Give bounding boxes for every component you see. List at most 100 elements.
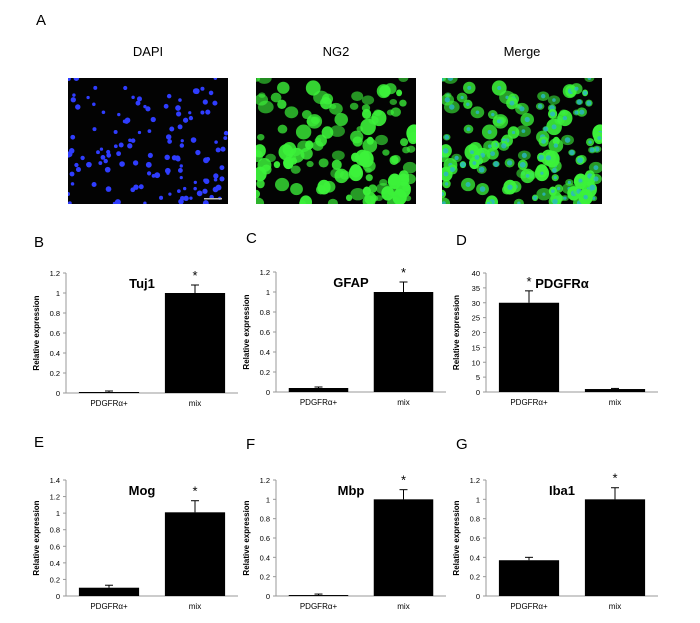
dapi-nucleus — [72, 93, 76, 97]
category-label: PDGFRα+ — [90, 602, 128, 611]
dapi-nucleus — [537, 103, 543, 109]
dapi-nucleus — [542, 192, 546, 196]
ng2-cell — [402, 183, 411, 192]
dapi-nucleus — [443, 148, 449, 154]
y-tick-label: 1.2 — [50, 269, 60, 278]
dapi-nucleus — [193, 88, 200, 95]
dapi-nucleus — [219, 165, 225, 171]
ng2-micrograph — [256, 78, 416, 204]
y-axis-label: Relative expression — [32, 295, 41, 370]
dapi-nucleus — [171, 155, 178, 161]
dapi-nucleus — [475, 110, 480, 115]
dapi-nucleus — [178, 198, 184, 204]
ng2-cell — [261, 164, 272, 175]
dapi-nucleus — [208, 90, 214, 96]
dapi-nucleus — [563, 196, 567, 200]
dapi-nucleus — [444, 182, 449, 186]
dapi-nucleus — [538, 154, 544, 161]
dapi-nucleus — [114, 199, 121, 204]
dapi-nucleus — [519, 161, 526, 168]
ng2-cell — [334, 168, 349, 184]
dapi-nucleus — [444, 134, 450, 140]
dapi-nucleus — [189, 196, 193, 200]
dapi-nucleus — [507, 184, 513, 190]
dapi-nucleus — [73, 78, 80, 81]
dapi-nucleus — [533, 195, 538, 200]
panel-letter-e: E — [34, 434, 45, 451]
dapi-nucleus — [101, 110, 106, 115]
dapi-nucleus — [442, 192, 445, 197]
dapi-nucleus — [92, 127, 97, 132]
ng2-cell — [402, 161, 416, 174]
y-tick-label: 0.8 — [50, 309, 60, 318]
ng2-cell — [392, 188, 407, 204]
dapi-nucleus — [127, 143, 133, 149]
ng2-cell — [274, 177, 290, 192]
dapi-nucleus — [195, 149, 201, 156]
dapi-nucleus — [175, 105, 181, 111]
dapi-nucleus — [146, 171, 152, 176]
dapi-nucleus — [470, 150, 474, 155]
ng2-cell — [371, 110, 387, 127]
category-label: PDGFRα+ — [90, 399, 128, 408]
merge-micrograph — [442, 78, 602, 204]
ng2-cell — [389, 155, 399, 166]
significance-marker: * — [192, 268, 197, 283]
dapi-nucleus — [576, 99, 582, 105]
y-axis-label: Relative expression — [242, 500, 251, 575]
bar — [288, 388, 349, 392]
y-tick-label: 0.6 — [50, 542, 60, 551]
dapi-nucleus — [543, 126, 549, 132]
dapi-nucleus — [574, 86, 579, 91]
ng2-cell — [584, 78, 595, 82]
y-tick-label: 0 — [56, 389, 60, 398]
dapi-nucleus — [154, 172, 161, 179]
ng2-cell — [399, 99, 407, 107]
dapi-nucleus — [150, 116, 156, 123]
bar — [584, 389, 646, 392]
ng2-cell — [257, 78, 272, 84]
y-tick-label: 1 — [476, 495, 480, 504]
dapi-nucleus — [193, 186, 197, 191]
dapi-nucleus — [214, 140, 218, 144]
dapi-nucleus — [106, 152, 112, 158]
ng2-cell — [295, 124, 312, 140]
chart-title: Mbp — [338, 483, 365, 498]
ng2-cell — [345, 194, 353, 202]
dapi-nucleus — [180, 139, 184, 143]
dapi-nucleus — [497, 85, 502, 91]
y-tick-label: 35 — [472, 284, 480, 293]
dapi-nucleus — [69, 148, 75, 154]
dapi-nucleus — [213, 177, 218, 182]
ng2-cell — [256, 94, 269, 106]
dapi-nucleus — [188, 111, 192, 115]
dapi-nucleus — [586, 100, 592, 106]
dapi-nucleus — [479, 186, 486, 192]
y-tick-label: 20 — [472, 329, 480, 338]
ng2-cell — [300, 147, 313, 160]
y-tick-label: 0.4 — [260, 553, 270, 562]
dapi-nucleus — [449, 167, 455, 173]
dapi-nucleus — [577, 157, 584, 164]
ng2-cell — [407, 131, 416, 145]
ng2-label: NG2 — [322, 44, 350, 59]
dapi-nucleus — [117, 112, 121, 117]
dapi-nucleus — [106, 149, 111, 155]
ng2-cell — [277, 99, 287, 109]
y-tick-label: 1.2 — [260, 476, 270, 485]
category-label: mix — [609, 602, 621, 611]
dapi-nucleus — [69, 171, 75, 177]
ng2-cell — [375, 195, 383, 202]
dapi-nucleus — [212, 100, 218, 106]
y-axis-label: Relative expression — [242, 294, 251, 369]
dapi-nucleus — [164, 167, 171, 174]
category-label: PDGFRα+ — [300, 398, 338, 407]
dapi-nucleus — [579, 109, 585, 115]
dapi-nucleus — [203, 157, 210, 164]
ng2-cell — [290, 183, 303, 196]
y-tick-label: 0.6 — [50, 329, 60, 338]
dapi-nucleus — [588, 140, 592, 144]
